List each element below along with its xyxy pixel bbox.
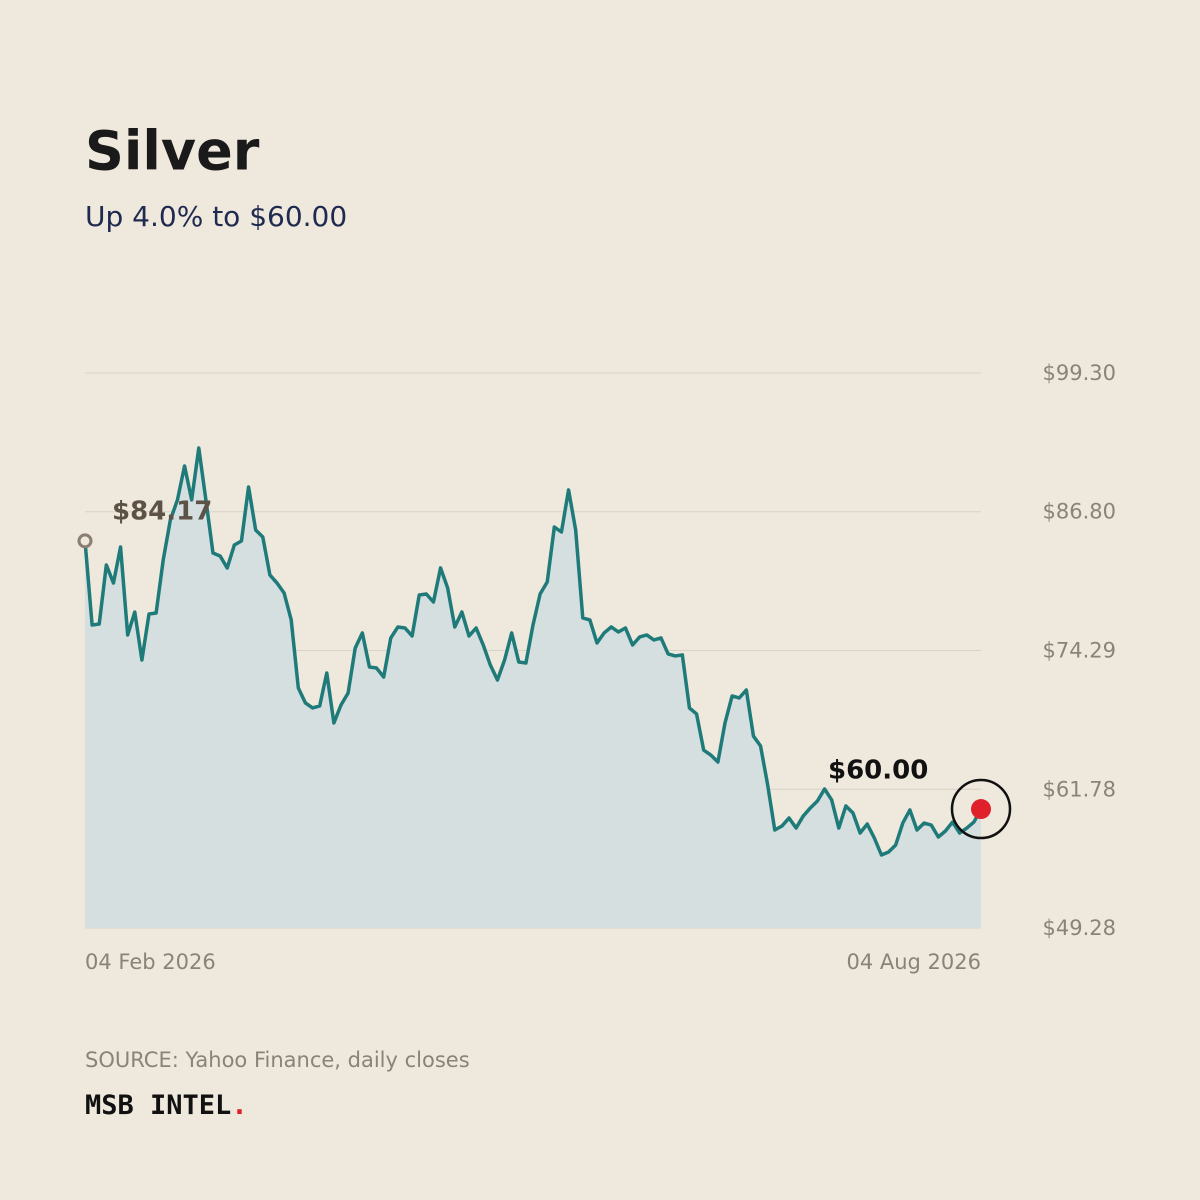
brand-name: MSB INTEL: [85, 1090, 231, 1121]
end-ring: [950, 778, 1012, 840]
y-tick-label: $49.28: [1043, 916, 1116, 940]
line: [83, 446, 983, 857]
brand: MSB INTEL.: [85, 1090, 248, 1121]
area: [85, 448, 981, 928]
end-marker: [971, 799, 991, 820]
y-tick-label: $99.30: [1043, 361, 1116, 385]
brand-dot: .: [231, 1090, 247, 1121]
source: SOURCE: Yahoo Finance, daily closes: [85, 1048, 470, 1072]
y-tick-label: $74.29: [1043, 639, 1116, 663]
chart-title: Silver: [85, 120, 260, 183]
y-tick-label: $86.80: [1043, 500, 1116, 524]
start-marker: [77, 533, 93, 549]
value-label: $60.00: [828, 756, 928, 786]
x-tick-label: 04 Feb 2026: [85, 950, 216, 974]
chart-subtitle: Up 4.0% to $60.00: [85, 200, 347, 233]
x-tick-label: 04 Aug 2026: [846, 950, 981, 974]
value-label: $84.17: [112, 496, 212, 526]
y-tick-label: $61.78: [1043, 777, 1116, 801]
